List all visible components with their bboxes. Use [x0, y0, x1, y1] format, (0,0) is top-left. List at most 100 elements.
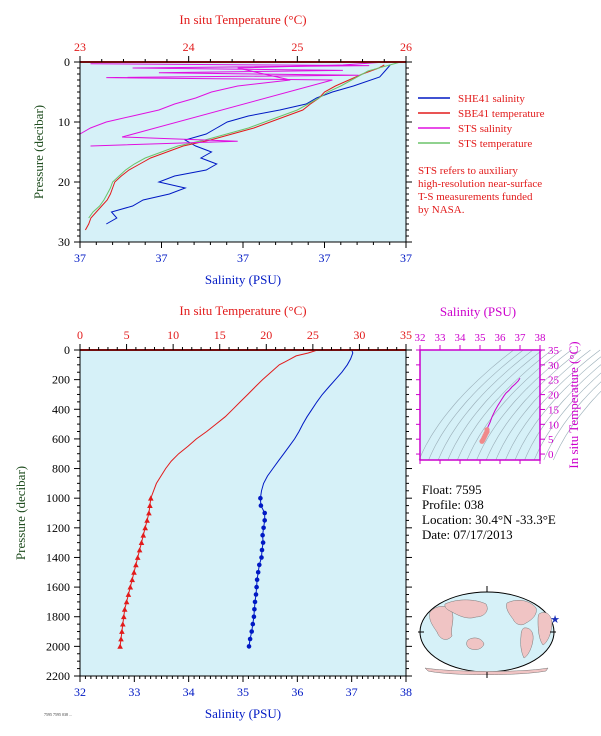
bottom-sal-tick-label: 35 — [237, 685, 249, 699]
temperature-marker — [119, 628, 125, 634]
bottom-sal-tick-label: 33 — [128, 685, 140, 699]
legend-label-she41-salinity: SHE41 salinity — [458, 93, 525, 105]
salinity-marker — [255, 570, 261, 575]
float-id: Float: 7595 — [422, 482, 482, 497]
bottom-chart-ticks: 0 5 10 15 20 25 30 35 32 33 34 35 36 37 38 0 200 400 600 80… — [46, 328, 412, 699]
bottom-temp-tick-label: 35 — [400, 328, 412, 342]
ts-density-contour — [447, 349, 543, 461]
float-info: Float: 7595 Profile: 038 Location: 30.4°… — [422, 482, 556, 542]
ts-temperature-tick-label: 15 — [548, 404, 560, 416]
temperature-marker — [117, 643, 123, 649]
salinity-marker — [246, 644, 252, 649]
ts-density-contour — [485, 349, 582, 461]
profile-date: Date: 07/17/2013 — [422, 527, 513, 542]
salinity-marker — [254, 584, 259, 590]
top-sal-tick-label: 37 — [237, 251, 249, 265]
temperature-marker — [142, 525, 148, 531]
salinity-marker — [260, 532, 265, 538]
legend-label-sts-salinity: STS salinity — [458, 123, 513, 135]
map-land-africa-europe — [537, 612, 553, 646]
top-temp-tick-label: 23 — [74, 40, 86, 54]
ts-density-contour — [495, 349, 591, 461]
ts-content-group — [418, 349, 601, 461]
profile-number: Profile: 038 — [422, 497, 484, 512]
salinity-marker — [252, 607, 257, 612]
bottom-pressure-tick-label: 200 — [52, 373, 70, 387]
bottom-temp-tick-label: 15 — [214, 328, 226, 342]
bottom-temp-tick-label: 0 — [77, 328, 83, 342]
sts-note-line-4: by NASA. — [418, 204, 465, 216]
bottom-pressure-tick-label: 0 — [64, 343, 70, 357]
ts-density-contour — [553, 390, 601, 461]
ts-density-contour — [457, 349, 553, 461]
top-salinity-axis-title: Salinity (PSU) — [205, 272, 281, 287]
bottom-sal-tick-label: 38 — [400, 685, 412, 699]
temperature-marker — [138, 539, 145, 545]
temperature-marker — [146, 510, 152, 516]
salinity-marker — [253, 592, 259, 597]
bottom-temp-tick-label: 10 — [167, 328, 179, 342]
bottom-pressure-tick-label: 1600 — [46, 580, 70, 594]
map-land — [424, 599, 553, 675]
top-sts-salinity-spikes — [90, 63, 370, 147]
ts-density-contour — [418, 349, 514, 461]
bottom-pressure-tick-label: 800 — [52, 462, 70, 476]
top-pressure-tick-label: 30 — [58, 235, 70, 249]
bottom-sal-tick-label: 37 — [346, 685, 358, 699]
legend-label-sts-temperature: STS temperature — [458, 138, 532, 150]
ts-temperature-tick-label: 0 — [548, 449, 554, 461]
sts-note-line-2: high-resolution near-surface — [418, 178, 542, 190]
top-sal-tick-label: 37 — [74, 251, 86, 265]
bottom-temp-tick-label: 20 — [260, 328, 272, 342]
ts-density-contour — [437, 349, 534, 461]
temperature-marker — [136, 547, 143, 553]
temperature-marker — [133, 562, 139, 568]
top-legend: SHE41 salinity SBE41 temperature STS sal… — [418, 93, 545, 150]
map-land-asia-north — [444, 599, 488, 619]
ts-temperature-tick-label: 25 — [548, 375, 560, 387]
bottom-temp-tick-label: 25 — [307, 328, 319, 342]
top-temperature-axis-title: In situ Temperature (°C) — [179, 12, 306, 27]
float-location-marker-icon: ★ — [550, 614, 560, 626]
map-land-antarctica — [424, 667, 549, 675]
bottom-pressure-tick-label: 1200 — [46, 521, 70, 535]
top-series-sbe41-temperature — [84, 64, 385, 231]
ts-density-contour — [428, 349, 524, 461]
world-map: ★ — [418, 586, 560, 678]
salinity-marker — [258, 503, 264, 508]
footer-text: 7595 7595 038 ... — [44, 712, 72, 717]
top-sal-tick-label: 37 — [319, 251, 331, 265]
sts-note-line-3: T-S measurements funded — [418, 191, 533, 203]
top-pressure-axis-title: Pressure (decibar) — [31, 105, 46, 199]
float-location: Location: 30.4°N -33.3°E — [422, 512, 556, 527]
ts-temperature-tick-label: 35 — [548, 345, 560, 357]
ts-temperature-axis-title: In situ Temperature (°C) — [566, 341, 581, 468]
ts-salinity-axis-title: Salinity (PSU) — [440, 304, 516, 319]
ts-temperature-tick-label: 10 — [548, 419, 560, 431]
temperature-marker — [147, 502, 153, 508]
bottom-pressure-tick-label: 2000 — [46, 639, 70, 653]
bottom-sal-tick-label: 32 — [74, 685, 86, 699]
ts-point — [484, 427, 490, 433]
bottom-pressure-tick-label: 600 — [52, 432, 70, 446]
ts-salinity-tick-label: 33 — [435, 332, 447, 344]
ts-salinity-tick-label: 38 — [535, 332, 547, 344]
ts-temperature-tick-label: 30 — [548, 360, 560, 372]
salinity-marker — [250, 621, 256, 627]
top-chart-ticks: 23 24 25 26 37 37 37 37 37 0 10 20 30 — [58, 40, 412, 265]
top-temp-tick-label: 26 — [400, 40, 412, 54]
salinity-marker — [259, 547, 265, 553]
bottom-pressure-tick-label: 2200 — [46, 669, 70, 683]
ts-density-contour — [466, 349, 562, 461]
salinity-marker — [247, 636, 253, 642]
temperature-marker — [144, 517, 150, 523]
bottom-pressure-tick-label: 1000 — [46, 491, 70, 505]
bottom-plot-area — [80, 350, 406, 676]
bottom-pressure-axis-title: Pressure (decibar) — [13, 466, 28, 560]
salinity-marker — [260, 540, 266, 545]
bottom-salinity-axis-title: Salinity (PSU) — [205, 706, 281, 721]
temperature-marker — [120, 621, 126, 627]
bottom-temperature-axis-title: In situ Temperature (°C) — [179, 303, 306, 318]
ts-salinity-tick-label: 37 — [515, 332, 527, 344]
